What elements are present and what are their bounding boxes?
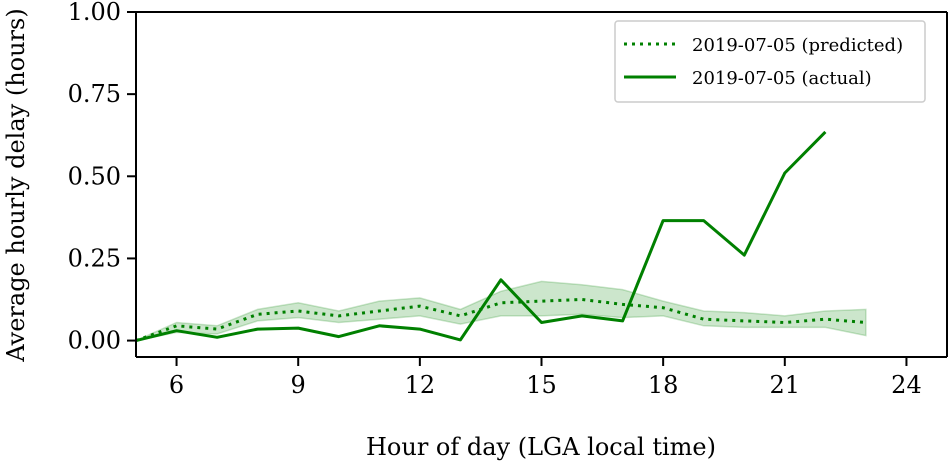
x-axis-ticks: 6 9 12 15 18 21 24	[169, 357, 922, 399]
y-axis-label: Average hourly delay (hours)	[2, 8, 30, 362]
x-tick-label: 21	[770, 371, 801, 399]
x-tick-label: 6	[169, 371, 184, 399]
series-lines	[135, 130, 867, 343]
legend-box	[614, 20, 926, 103]
y-tick-label: 0.75	[68, 80, 121, 108]
series-line-actual	[135, 130, 827, 343]
band-predicted	[135, 280, 867, 342]
x-tick-label: 9	[291, 371, 306, 399]
x-tick-label: 24	[891, 371, 922, 399]
x-axis-label: Hour of day (LGA local time)	[366, 433, 716, 461]
x-tick-label: 12	[405, 371, 436, 399]
x-tick-label: 18	[648, 371, 679, 399]
x-tick-label: 15	[526, 371, 557, 399]
y-tick-label: 0.50	[68, 162, 121, 190]
legend: 2019-07-05 (predicted) 2019-07-05 (actua…	[614, 20, 926, 103]
y-tick-label: 1.00	[68, 0, 121, 26]
y-tick-label: 0.00	[68, 327, 121, 355]
confidence-bands	[135, 280, 867, 342]
legend-label-actual: 2019-07-05 (actual)	[692, 68, 872, 89]
legend-label-predicted: 2019-07-05 (predicted)	[692, 35, 903, 56]
y-axis-ticks: 0.00 0.25 0.50 0.75 1.00	[68, 0, 136, 355]
y-tick-label: 0.25	[68, 244, 121, 272]
